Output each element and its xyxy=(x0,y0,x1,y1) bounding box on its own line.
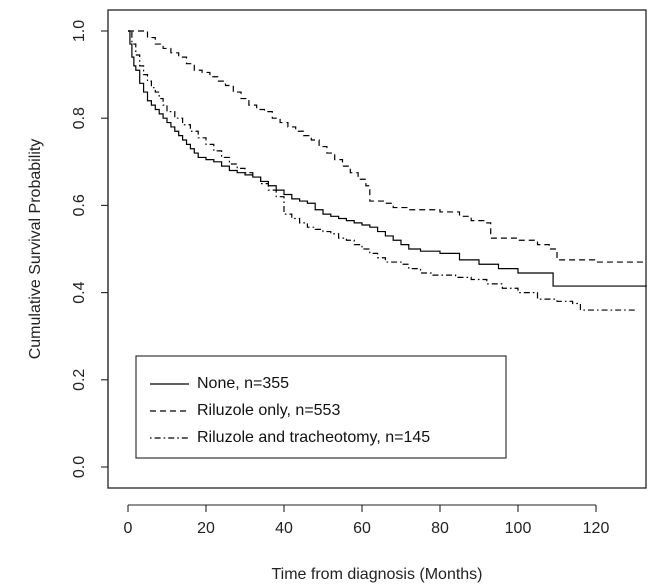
y-axis-label: Cumulative Survival Probability xyxy=(27,139,44,360)
legend-label-1: None, n=355 xyxy=(197,375,289,392)
y-tick-label: 0.2 xyxy=(71,369,88,391)
legend-box xyxy=(135,355,507,459)
x-tick-label: 60 xyxy=(353,520,371,537)
y-axis: 0.0 0.2 0.4 0.6 0.8 1.0 xyxy=(71,20,109,478)
legend: None, n=355 Riluzole only, n=553 Riluzole … xyxy=(135,355,507,459)
series-layer xyxy=(128,30,647,311)
x-axis: 0 20 40 60 80 100 120 xyxy=(124,504,610,537)
x-tick-label: 40 xyxy=(275,520,293,537)
y-tick-label: 0.4 xyxy=(71,281,88,303)
y-tick-label: 0.0 xyxy=(71,456,88,478)
y-tick-label: 1.0 xyxy=(71,20,88,42)
legend-items: None, n=355 Riluzole only, n=553 Riluzole … xyxy=(150,375,430,446)
series-line-3 xyxy=(128,30,635,311)
x-axis-label: Time from diagnosis (Months) xyxy=(271,566,482,583)
y-tick-label: 0.6 xyxy=(71,194,88,216)
series-line-1 xyxy=(128,30,647,287)
legend-label-3: Riluzole and tracheotomy, n=145 xyxy=(197,429,430,446)
series-line-2 xyxy=(128,30,647,263)
legend-label-2: Riluzole only, n=553 xyxy=(197,402,340,419)
x-tick-label: 100 xyxy=(505,520,532,537)
x-tick-label: 80 xyxy=(431,520,449,537)
x-tick-label: 120 xyxy=(583,520,610,537)
x-tick-label: 20 xyxy=(197,520,215,537)
y-tick-label: 0.8 xyxy=(71,107,88,129)
x-tick-label: 0 xyxy=(124,520,133,537)
